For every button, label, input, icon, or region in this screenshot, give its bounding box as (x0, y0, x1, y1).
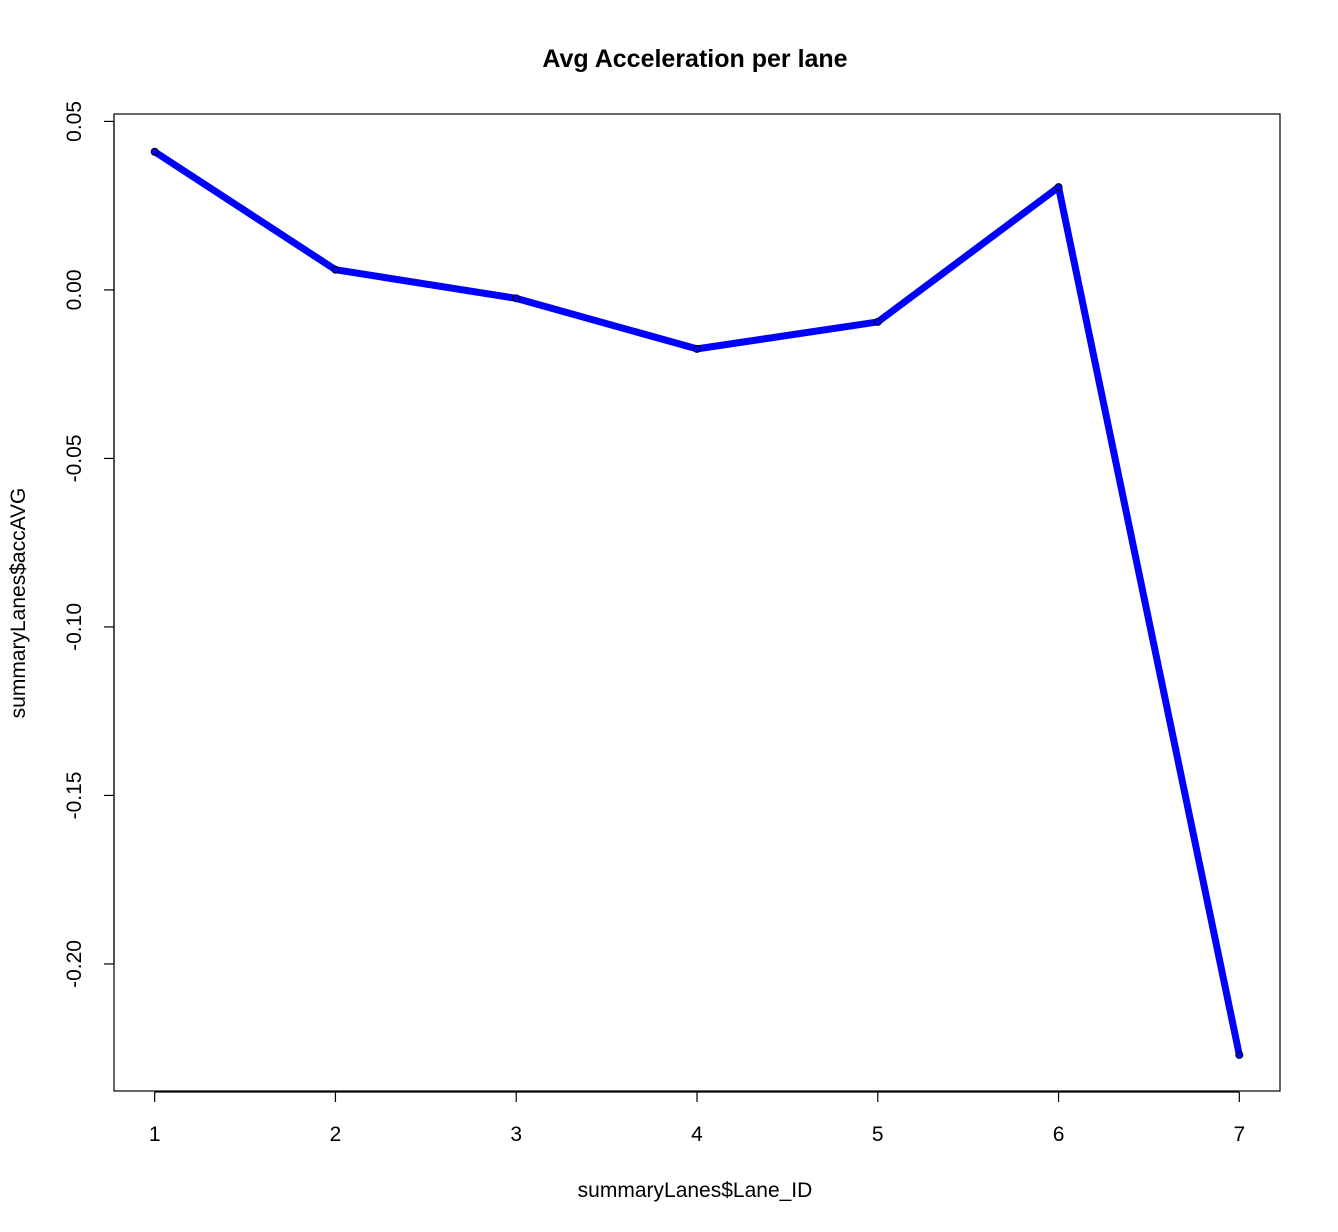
y-axis: 0.05 0.00 -0.05 -0.10 -0.15 -0.20 (63, 101, 115, 988)
y-tick-label: 0.00 (63, 269, 86, 310)
data-point (1054, 183, 1063, 192)
x-axis-label: summaryLanes$Lane_ID (578, 1179, 813, 1202)
x-tick-label: 4 (691, 1123, 703, 1146)
data-point (512, 294, 521, 303)
y-tick-label: 0.05 (63, 101, 86, 142)
data-point (331, 265, 340, 274)
y-tick-label: -0.15 (63, 772, 86, 820)
x-tick-label: 3 (510, 1123, 522, 1146)
series-layer (150, 147, 1244, 1059)
x-tick-label: 1 (149, 1123, 161, 1146)
plot-area-border (113, 113, 1281, 1092)
data-point (693, 344, 701, 353)
x-tick-label: 2 (330, 1123, 342, 1146)
y-axis-label: summaryLanes$accAVG (7, 488, 30, 719)
x-tick-label: 7 (1233, 1123, 1245, 1146)
x-axis: 1 2 3 4 5 6 7 (149, 1091, 1245, 1146)
chart-title: Avg Acceleration per lane (542, 45, 847, 73)
series-line (151, 148, 1243, 1059)
y-tick-label: -0.20 (63, 940, 86, 988)
y-tick-label: -0.10 (63, 603, 86, 651)
data-point (150, 147, 159, 156)
y-tick-label: -0.05 (63, 434, 86, 482)
x-tick-label: 5 (872, 1123, 884, 1146)
data-point (873, 317, 882, 326)
x-tick-label: 6 (1053, 1123, 1065, 1146)
data-point (1235, 1050, 1244, 1059)
